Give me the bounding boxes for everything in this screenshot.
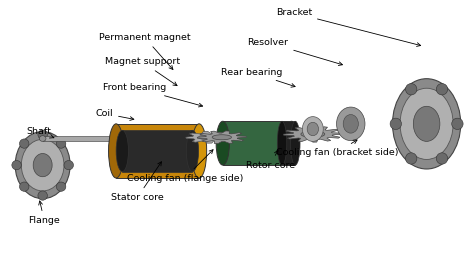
Text: Front bearing: Front bearing [103, 83, 202, 107]
Bar [122, 130, 192, 172]
Text: Rear bearing: Rear bearing [220, 68, 295, 87]
Ellipse shape [116, 130, 128, 172]
Ellipse shape [436, 153, 447, 164]
Polygon shape [283, 126, 342, 142]
Ellipse shape [38, 130, 47, 139]
Ellipse shape [302, 117, 323, 141]
Ellipse shape [21, 139, 64, 191]
Ellipse shape [64, 160, 73, 170]
Ellipse shape [436, 84, 447, 95]
Ellipse shape [38, 191, 47, 200]
Ellipse shape [343, 115, 358, 133]
Ellipse shape [12, 160, 21, 170]
Polygon shape [186, 131, 229, 143]
Text: Shaft: Shaft [26, 127, 54, 138]
Ellipse shape [291, 121, 300, 165]
Text: Bracket: Bracket [276, 9, 420, 46]
Bar [116, 124, 199, 178]
Ellipse shape [452, 118, 463, 130]
Text: Rotor core: Rotor core [246, 150, 295, 170]
Ellipse shape [186, 130, 199, 172]
Ellipse shape [191, 124, 207, 178]
Ellipse shape [109, 124, 124, 178]
Ellipse shape [405, 153, 417, 164]
Ellipse shape [307, 122, 319, 136]
Ellipse shape [337, 107, 365, 141]
Ellipse shape [134, 136, 141, 141]
Ellipse shape [56, 139, 66, 148]
Ellipse shape [199, 135, 217, 140]
Ellipse shape [392, 79, 461, 169]
Ellipse shape [216, 121, 229, 165]
Ellipse shape [285, 121, 298, 165]
Text: Coil: Coil [95, 109, 134, 120]
Polygon shape [197, 131, 246, 144]
Bar [282, 121, 295, 165]
Ellipse shape [277, 121, 287, 165]
Ellipse shape [301, 131, 325, 138]
Ellipse shape [19, 182, 29, 191]
Ellipse shape [33, 154, 52, 177]
Bar [223, 121, 292, 165]
Text: Flange: Flange [28, 201, 60, 225]
Ellipse shape [413, 106, 440, 141]
Text: Cooling fan (bracket side): Cooling fan (bracket side) [276, 140, 398, 157]
Ellipse shape [212, 135, 231, 140]
Ellipse shape [390, 118, 401, 130]
Ellipse shape [406, 84, 417, 95]
Ellipse shape [56, 182, 66, 191]
Ellipse shape [400, 88, 453, 159]
Text: Cooling fan (flange side): Cooling fan (flange side) [127, 150, 243, 182]
Text: Resolver: Resolver [247, 38, 342, 66]
Text: Stator core: Stator core [111, 162, 164, 202]
Bar [43, 136, 137, 141]
Text: Magnet support: Magnet support [105, 58, 180, 86]
Ellipse shape [15, 132, 70, 199]
Text: Permanent magnet: Permanent magnet [99, 33, 191, 69]
Ellipse shape [39, 136, 46, 141]
Ellipse shape [19, 139, 29, 148]
